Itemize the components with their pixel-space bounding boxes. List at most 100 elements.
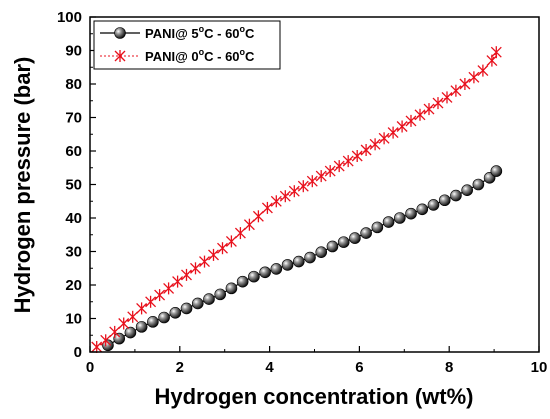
data-point-sphere [270, 263, 283, 275]
data-point-star [297, 180, 309, 193]
data-point-star [118, 317, 130, 330]
data-point-sphere [326, 240, 339, 253]
y-tick-label: 60 [65, 143, 82, 160]
y-tick-label: 40 [65, 210, 82, 227]
data-point-sphere [416, 203, 429, 216]
data-point-star [154, 289, 166, 302]
data-point-star [315, 170, 327, 183]
data-point-star [109, 325, 121, 338]
x-tick-label: 8 [445, 359, 453, 376]
data-point-star [243, 218, 255, 231]
data-point-sphere [225, 282, 238, 295]
data-point-star [100, 334, 112, 347]
data-point-sphere [382, 216, 395, 228]
data-point-star [172, 275, 184, 288]
data-point-star [333, 160, 345, 173]
data-point-star [270, 195, 282, 208]
data-point-star [387, 126, 399, 139]
data-point-sphere [292, 255, 305, 268]
x-tick-label: 0 [86, 359, 94, 376]
data-point-sphere [472, 178, 485, 191]
legend: PANI@ 5oC - 60oC PANI@ 0oC - 60oC [93, 20, 281, 70]
legend-marker-1 [114, 27, 126, 39]
data-point-star [351, 150, 363, 162]
x-tick-label: 4 [265, 359, 274, 376]
data-point-star [405, 114, 417, 127]
data-point-sphere [147, 316, 159, 328]
data-point-star [127, 310, 139, 323]
y-tick-label: 50 [65, 177, 82, 194]
data-point-star [288, 185, 300, 198]
x-tick-label: 6 [355, 359, 363, 376]
data-point-star [252, 210, 264, 223]
y-tick-label: 80 [65, 76, 82, 93]
data-point-star [432, 97, 444, 110]
data-point-sphere [281, 259, 294, 271]
y-axis-title: Hydrogen pressure (bar) [10, 57, 35, 314]
legend-marker-2 [114, 50, 126, 62]
data-point-sphere [113, 332, 125, 345]
data-point-sphere [315, 246, 328, 258]
data-point-star [199, 255, 210, 268]
legend-label-1: PANI@ 5oC - 60oC [145, 24, 255, 41]
data-point-star [279, 190, 291, 203]
data-point-star [423, 103, 435, 116]
y-tick-label: 10 [65, 311, 82, 328]
data-point-sphere [203, 293, 215, 305]
data-point-star [459, 78, 471, 90]
data-point-star [217, 242, 228, 255]
data-point-star [468, 71, 480, 84]
data-point-sphere [360, 227, 372, 239]
x-tick-label: 2 [176, 359, 184, 376]
series-line-2 [96, 51, 497, 348]
data-point-sphere [349, 232, 361, 244]
data-point-sphere [124, 326, 137, 339]
data-point-star [208, 248, 219, 261]
data-point-sphere [337, 236, 350, 248]
data-point-sphere [180, 302, 193, 315]
y-tick-label: 20 [65, 277, 82, 294]
data-point-sphere [461, 184, 473, 196]
data-point-star [306, 175, 318, 188]
data-point-star [225, 235, 237, 248]
series-layer [91, 46, 503, 353]
data-point-sphere [405, 207, 417, 220]
data-point-sphere [236, 275, 249, 288]
data-point-star [360, 144, 372, 156]
data-point-star [163, 282, 175, 295]
data-point-star [378, 132, 390, 145]
data-point-sphere [169, 307, 182, 319]
data-point-star [261, 201, 273, 214]
data-point-sphere [248, 270, 260, 283]
y-tick-label: 70 [65, 110, 82, 127]
data-point-star [324, 165, 336, 178]
data-point-sphere [214, 288, 227, 301]
data-point-star [190, 262, 201, 275]
x-axis-title: Hydrogen concentration (wt%) [154, 384, 473, 409]
data-point-sphere [304, 251, 316, 264]
y-tick-label: 90 [65, 43, 82, 60]
data-point-star [234, 227, 246, 240]
data-point-star [396, 120, 408, 133]
data-point-star [414, 108, 426, 121]
data-point-sphere [394, 212, 406, 224]
data-point-star [490, 46, 502, 59]
data-point-sphere [191, 297, 204, 310]
data-point-star [441, 91, 453, 104]
data-point-sphere [158, 311, 170, 324]
data-point-star [145, 295, 157, 308]
data-point-star [477, 64, 489, 77]
x-tick-label: 10 [531, 359, 548, 376]
data-point-sphere [259, 266, 271, 279]
y-tick-label: 30 [65, 244, 82, 261]
data-point-sphere [438, 194, 451, 207]
data-point-star [136, 302, 148, 315]
data-point-star [181, 268, 192, 281]
legend-entry-1: PANI@ 5oC - 60oC [100, 24, 255, 41]
legend-entry-2: PANI@ 0oC - 60oC [100, 47, 255, 64]
data-point-star [342, 155, 354, 168]
data-point-star [369, 138, 381, 151]
y-tick-label: 100 [57, 9, 82, 26]
